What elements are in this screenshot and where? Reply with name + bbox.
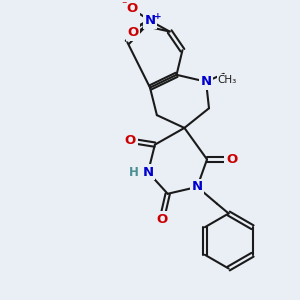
Text: N: N [200,75,211,88]
Text: O: O [156,213,167,226]
Text: +: + [154,12,162,21]
Text: O: O [226,153,237,166]
Text: H: H [129,166,139,179]
Text: N: N [200,75,211,88]
Text: O: O [125,134,136,147]
Text: O: O [128,26,139,39]
Text: O: O [127,2,138,15]
Text: N: N [192,180,203,194]
Text: N: N [142,166,154,179]
Text: ⁻: ⁻ [122,0,127,10]
Text: CH₃: CH₃ [218,75,237,85]
Text: N: N [144,14,156,27]
